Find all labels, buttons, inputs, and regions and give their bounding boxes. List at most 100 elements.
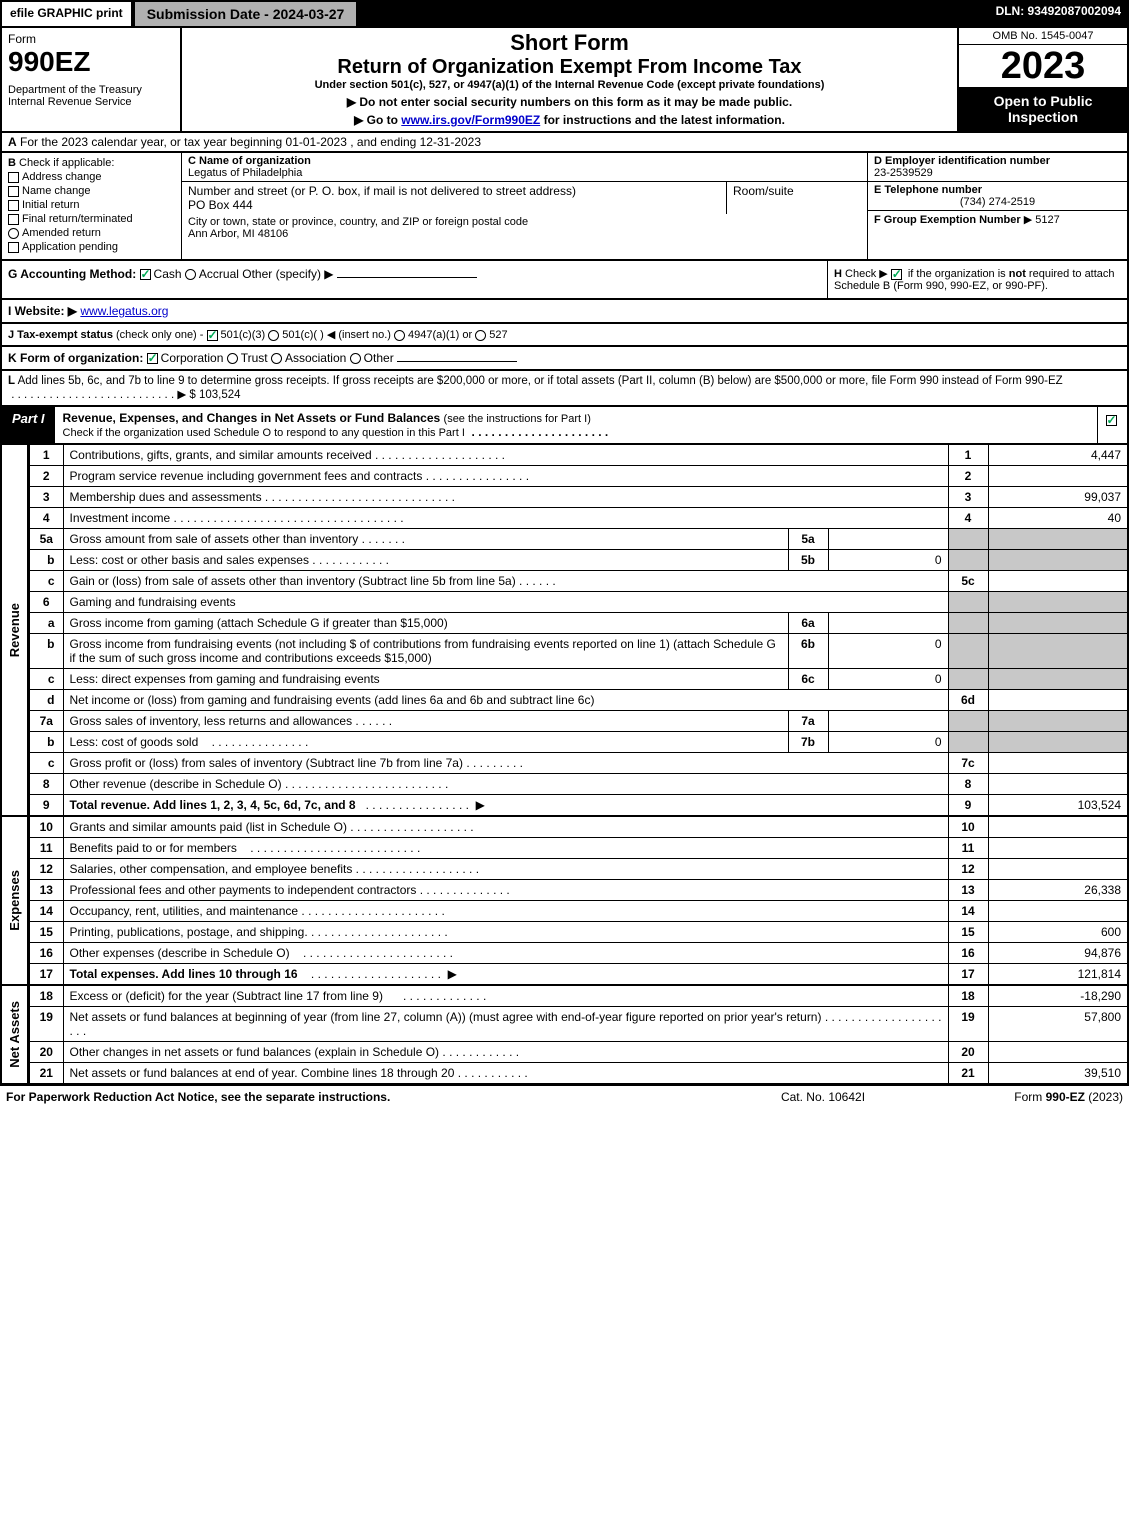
- c-room-label: Room/suite: [733, 184, 794, 198]
- d-label: D Employer identification number: [874, 155, 1050, 167]
- opt-address-change: Address change: [22, 171, 102, 183]
- open-to-public: Open to Public Inspection: [959, 87, 1127, 131]
- i-label: I Website: ▶: [8, 304, 77, 318]
- website-link[interactable]: www.legatus.org: [80, 304, 168, 318]
- l2-val: [988, 466, 1128, 487]
- l7b-greyval: [988, 732, 1128, 753]
- chk-amended-return[interactable]: [8, 228, 19, 239]
- chk-application-pending[interactable]: [8, 242, 19, 253]
- chk-association[interactable]: [271, 353, 282, 364]
- other-org-blank: [397, 361, 517, 362]
- l18-desc: Excess or (deficit) for the year (Subtra…: [70, 989, 383, 1003]
- chk-501c-other[interactable]: [268, 330, 279, 341]
- part1-header: Part I Revenue, Expenses, and Changes in…: [0, 407, 1129, 445]
- netassets-section: Net Assets 18Excess or (deficit) for the…: [0, 986, 1129, 1085]
- opt-other-method: Other (specify) ▶: [242, 267, 333, 281]
- chk-accrual[interactable]: [185, 269, 196, 280]
- footer-form-bold: 990-EZ: [1046, 1090, 1085, 1104]
- opt-application-pending: Application pending: [22, 241, 118, 253]
- l6d-num: d: [29, 690, 63, 711]
- k-label: K Form of organization:: [8, 351, 143, 365]
- title-short-form: Short Form: [188, 30, 951, 56]
- l7a-grey: [948, 711, 988, 732]
- chk-other-org[interactable]: [350, 353, 361, 364]
- l6-desc: Gaming and fundraising events: [63, 592, 948, 613]
- l9-desc: Total revenue. Add lines 1, 2, 3, 4, 5c,…: [70, 798, 356, 812]
- f-label: F Group Exemption Number: [874, 214, 1021, 226]
- chk-final-return[interactable]: [8, 214, 19, 225]
- org-city: Ann Arbor, MI 48106: [188, 228, 288, 240]
- instr-goto: ▶ Go to www.irs.gov/Form990EZ for instru…: [188, 113, 951, 127]
- l5b-num: b: [29, 550, 63, 571]
- l21-val: 39,510: [988, 1063, 1128, 1085]
- section-b-through-f: B Check if applicable: Address change Na…: [0, 153, 1129, 261]
- l6a-greyval: [988, 613, 1128, 634]
- footer-right: Form 990-EZ (2023): [923, 1090, 1123, 1104]
- box-b: B Check if applicable: Address change Na…: [2, 153, 182, 259]
- chk-527[interactable]: [475, 330, 486, 341]
- chk-4947[interactable]: [394, 330, 405, 341]
- part1-title-text: Revenue, Expenses, and Changes in Net As…: [63, 411, 441, 425]
- chk-501c3[interactable]: [207, 330, 218, 341]
- title-return: Return of Organization Exempt From Incom…: [188, 56, 951, 79]
- l-amount: ▶ $ 103,524: [177, 389, 240, 401]
- l7a-ml: 7a: [788, 711, 828, 732]
- l3-desc: Membership dues and assessments: [70, 490, 262, 504]
- line-g: G Accounting Method: Cash Accrual Other …: [2, 261, 827, 298]
- l13-num: 13: [29, 880, 63, 901]
- l11-rnum: 11: [948, 838, 988, 859]
- line-k: K Form of organization: Corporation Trus…: [0, 347, 1129, 371]
- l6b-mv: 0: [828, 634, 948, 669]
- line-l: L Add lines 5b, 6c, and 7b to line 9 to …: [0, 371, 1129, 407]
- l16-rnum: 16: [948, 943, 988, 964]
- line-a-label: A: [8, 135, 17, 149]
- l7a-num: 7a: [29, 711, 63, 732]
- l6d-val: [988, 690, 1128, 711]
- l13-rnum: 13: [948, 880, 988, 901]
- footer-form-post: (2023): [1085, 1090, 1123, 1104]
- other-method-blank: [337, 277, 477, 278]
- chk-name-change[interactable]: [8, 186, 19, 197]
- l19-desc: Net assets or fund balances at beginning…: [70, 1010, 822, 1024]
- l3-val: 99,037: [988, 487, 1128, 508]
- l7c-val: [988, 753, 1128, 774]
- l5a-greyval: [988, 529, 1128, 550]
- l21-num: 21: [29, 1063, 63, 1085]
- l5a-ml: 5a: [788, 529, 828, 550]
- l19-val: 57,800: [988, 1007, 1128, 1042]
- expenses-vertical-label: Expenses: [7, 870, 22, 931]
- l21-desc: Net assets or fund balances at end of ye…: [70, 1066, 455, 1080]
- l6a-desc: Gross income from gaming (attach Schedul…: [63, 613, 788, 634]
- chk-corporation[interactable]: [147, 353, 158, 364]
- chk-schedule-o[interactable]: [1106, 415, 1117, 426]
- group-exemption: ▶ 5127: [1024, 214, 1060, 226]
- irs-link[interactable]: www.irs.gov/Form990EZ: [401, 113, 540, 127]
- l6d-desc: Net income or (loss) from gaming and fun…: [63, 690, 948, 711]
- header-right: OMB No. 1545-0047 2023 Open to Public In…: [957, 28, 1127, 131]
- opt-501c3: 501(c)(3): [221, 329, 266, 341]
- l1-desc: Contributions, gifts, grants, and simila…: [70, 448, 372, 462]
- l7b-grey: [948, 732, 988, 753]
- l5a-grey: [948, 529, 988, 550]
- l6c-num: c: [29, 669, 63, 690]
- expenses-section: Expenses 10Grants and similar amounts pa…: [0, 817, 1129, 986]
- part1-title-sub: (see the instructions for Part I): [444, 413, 591, 425]
- chk-address-change[interactable]: [8, 172, 19, 183]
- chk-trust[interactable]: [227, 353, 238, 364]
- l13-desc: Professional fees and other payments to …: [70, 883, 417, 897]
- chk-cash[interactable]: [140, 269, 151, 280]
- l6d-rnum: 6d: [948, 690, 988, 711]
- chk-sched-b[interactable]: [891, 269, 902, 280]
- org-street: PO Box 444: [188, 198, 253, 212]
- e-label: E Telephone number: [874, 184, 982, 196]
- l14-rnum: 14: [948, 901, 988, 922]
- l11-num: 11: [29, 838, 63, 859]
- l1-val: 4,447: [988, 445, 1128, 466]
- footer-catno: Cat. No. 10642I: [723, 1090, 923, 1104]
- h-text2: if the organization is: [908, 268, 1006, 280]
- l15-rnum: 15: [948, 922, 988, 943]
- chk-initial-return[interactable]: [8, 200, 19, 211]
- l3-rnum: 3: [948, 487, 988, 508]
- l-text: Add lines 5b, 6c, and 7b to line 9 to de…: [18, 375, 1063, 387]
- l6a-grey: [948, 613, 988, 634]
